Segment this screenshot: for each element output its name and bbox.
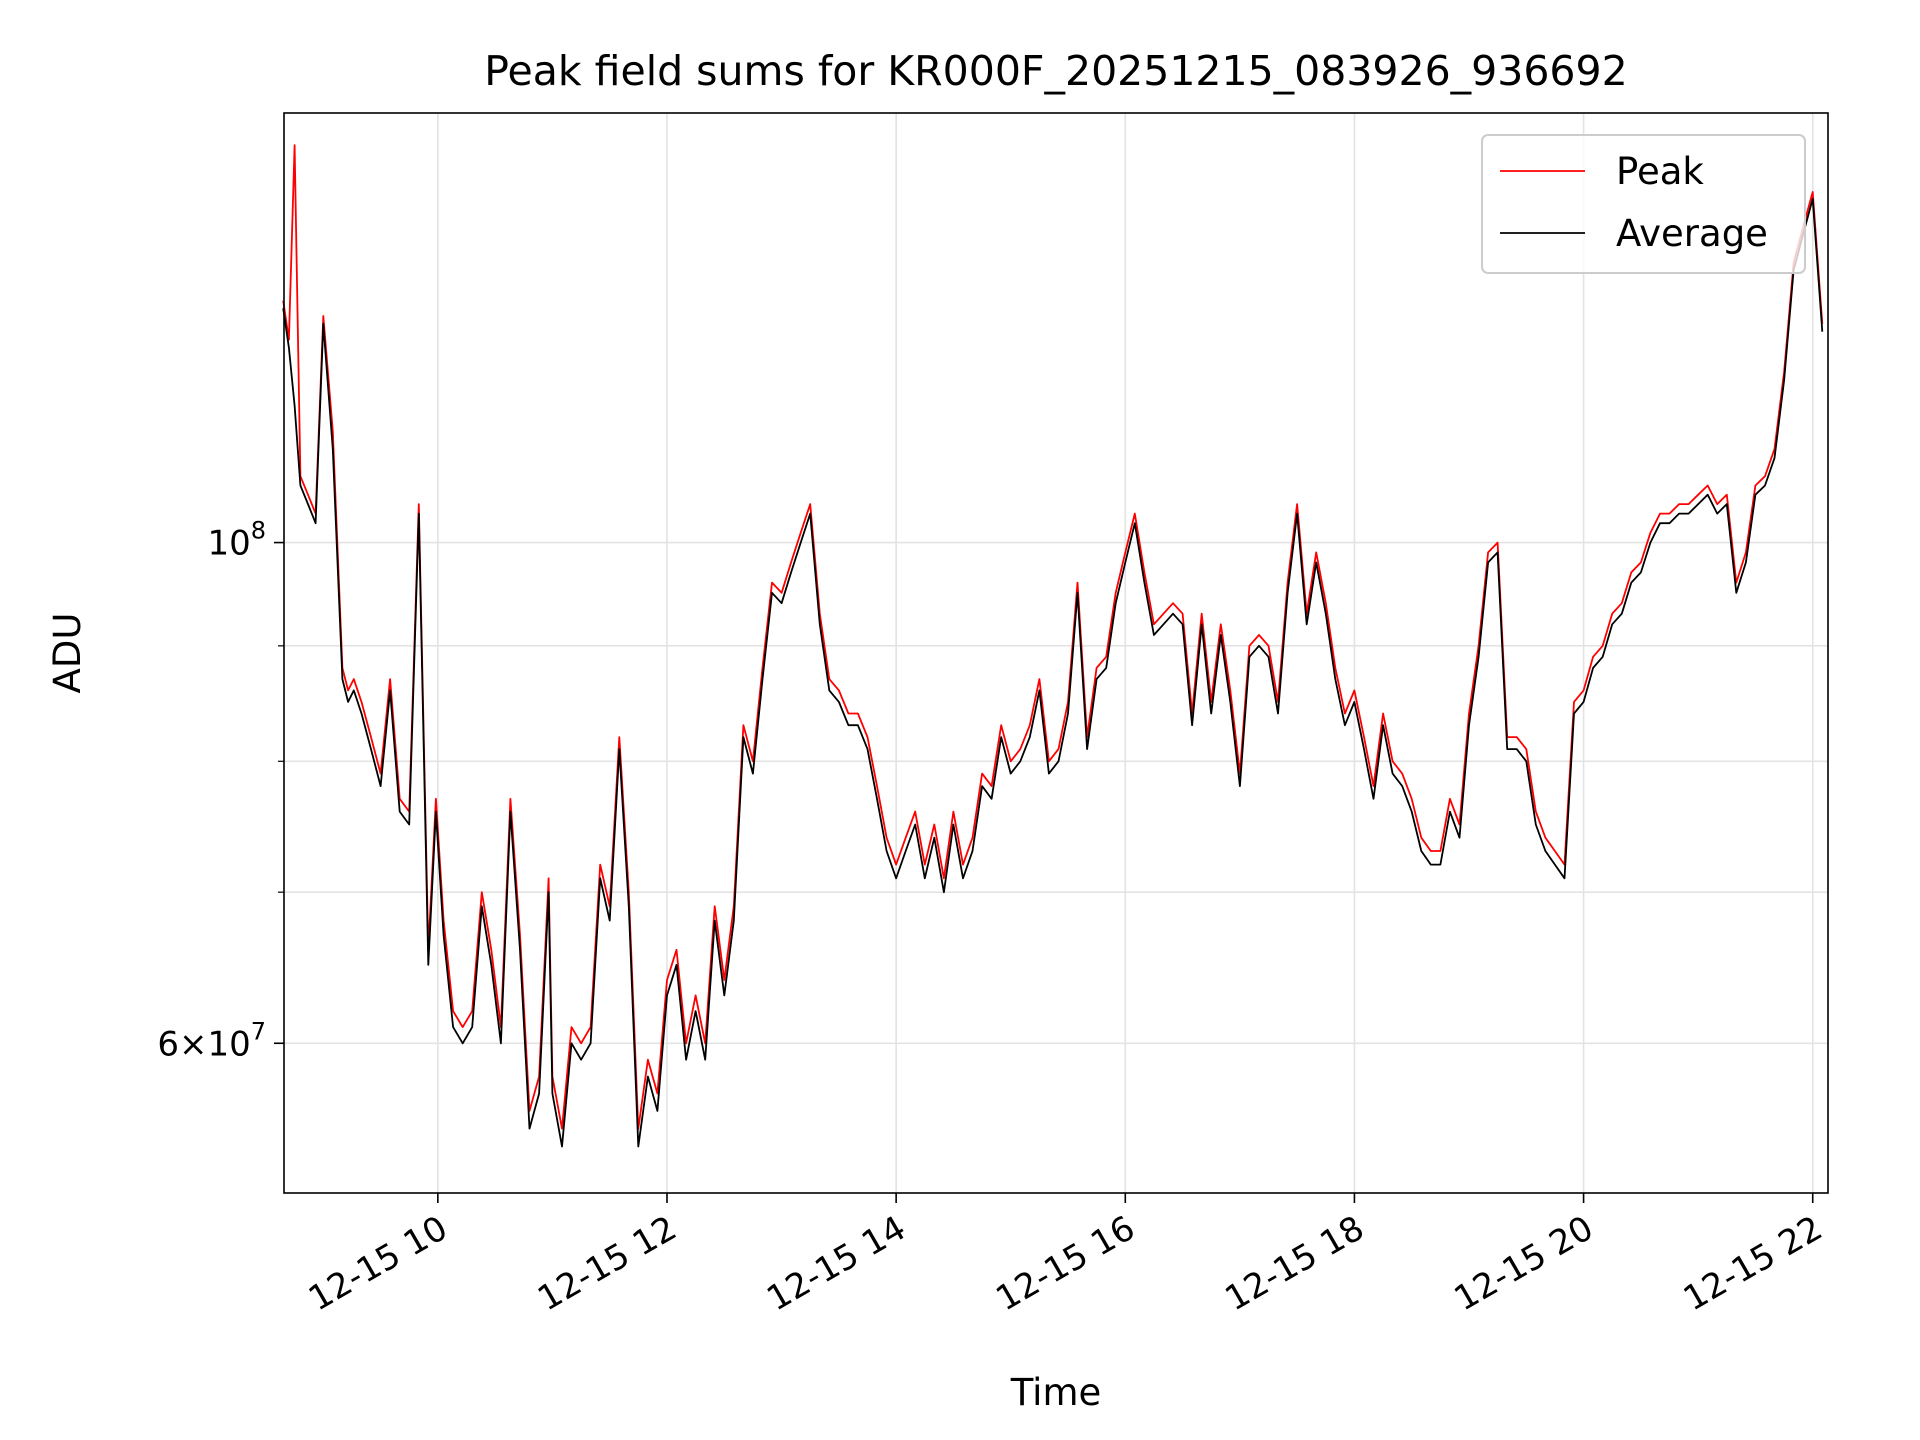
y-axis-label: ADU (46, 613, 89, 694)
series-line-peak (282, 144, 1824, 1130)
grid (284, 113, 1828, 1193)
chart-title: Peak field sums for KR000F_20251215_0839… (484, 47, 1627, 95)
legend-frame (1481, 134, 1806, 274)
legend: Peak Average (1481, 134, 1806, 274)
y-axis: 108 6×107 (157, 517, 284, 1064)
y-tick-label: 108 (207, 517, 266, 564)
series-line-average (282, 197, 1824, 1148)
plot-frame (283, 112, 1829, 1194)
legend-average-label: Average (1616, 212, 1768, 255)
series-layer (282, 144, 1824, 1148)
legend-peak-label: Peak (1616, 150, 1704, 193)
y-tick-label: 6×107 (157, 1017, 266, 1064)
x-axis-label: Time (1010, 1371, 1102, 1414)
